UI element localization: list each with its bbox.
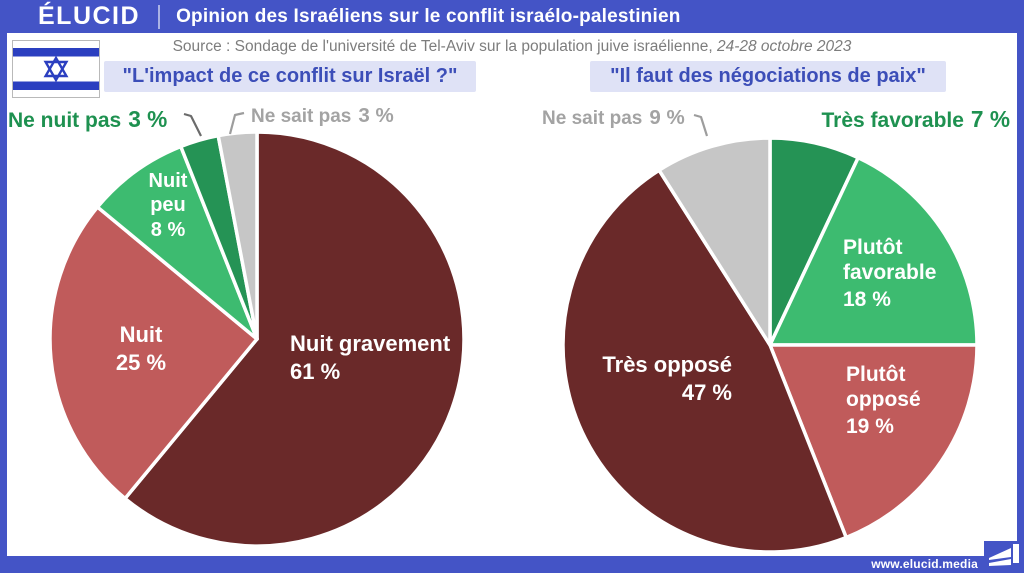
left-pie-chart [48,130,466,548]
slice-label-nuit: Nuit 25 % [115,322,167,375]
source-line: Source : Sondage de l'université de Tel-… [0,38,1024,56]
slice-label-ne-sait-pas-right: Ne sait pas 9 % [542,106,685,129]
page-title: Opinion des Israéliens sur le conflit is… [176,5,681,27]
pie-slice-nuit [48,205,259,501]
slice-label-ne-nuit-pas: Ne nuit pas 3 % [8,106,168,132]
left-chart-title: "L'impact de ce conflit sur Israël ?" [104,61,476,92]
pie-slice-plut-t-oppos- [768,343,979,540]
right-pie-chart [561,136,979,554]
source-date: 24-28 octobre 2023 [716,38,852,55]
right-border [1017,33,1024,556]
source-text: Source : Sondage de l'université de Tel-… [172,38,713,55]
pie-slice-plut-t-favorable [768,155,979,347]
slice-label-tres-oppose: Très opposé 47 % [602,352,732,405]
website-url[interactable]: www.elucid.media [871,557,978,571]
header-bar: ÉLUCID Opinion des Israéliens sur le con… [0,0,1024,33]
pie-slice-nuit-gravement [123,130,466,548]
slice-label-ne-sait-pas-left: Ne sait pas 3 % [251,104,394,127]
pie-slice-nuit-peu [95,144,259,341]
left-border [0,33,7,556]
footer-bar: www.elucid.media [0,556,1024,573]
israel-flag-icon [12,40,100,98]
pie-slice-ne-sait-pas [657,136,772,347]
elucid-logo-icon [984,541,1024,573]
slice-label-nuit-peu: Nuit peu 8 % [148,170,188,242]
slice-label-tres-favorable: Très favorable 7 % [821,106,1010,132]
slice-label-nuit-gravement: Nuit gravement 61 % [290,331,451,384]
slice-label-plutot-oppose: Plutôt opposé 19 % [846,363,921,438]
elucid-brand-logo: ÉLUCID [38,2,141,30]
header-divider [158,4,161,29]
pie-slice-tr-s-oppos- [561,168,848,554]
slice-label-plutot-favorable: Plutôt favorable 18 % [843,236,937,311]
right-chart-title: "Il faut des négociations de paix" [590,61,946,92]
